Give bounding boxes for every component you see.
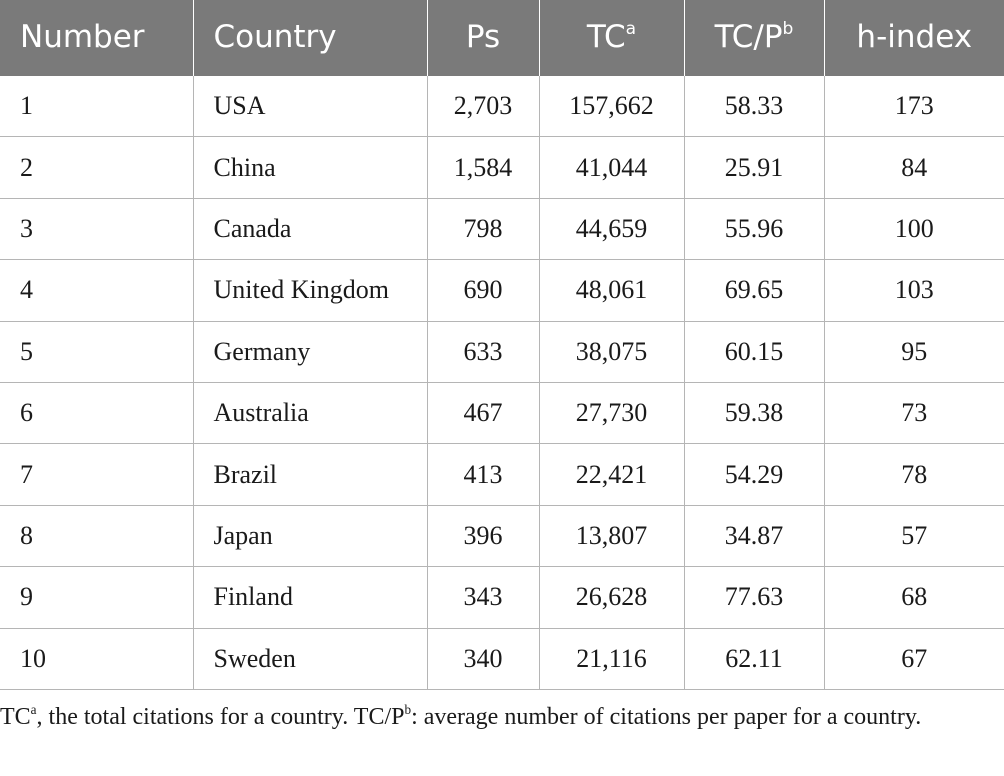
cell-ps: 690 (426, 259, 539, 322)
cell-h-index: 173 (823, 76, 1004, 137)
header-tcp-superscript: b (782, 19, 794, 40)
cell-country: Japan (192, 504, 427, 567)
cell-number: 3 (0, 197, 193, 260)
cell-number: 2 (0, 136, 193, 199)
cell-tc-per-p: 69.65 (683, 259, 824, 322)
table-container: Number Country Ps TCa TC/Pb h-index 1 USA… (0, 0, 1004, 735)
cell-tc: 157,662 (538, 76, 684, 137)
cell-country: Australia (192, 381, 427, 444)
cell-country: Sweden (192, 627, 427, 690)
cell-h-index: 100 (823, 197, 1004, 260)
cell-h-index: 57 (823, 504, 1004, 567)
table-row: 8 Japan 396 13,807 34.87 57 (0, 504, 1004, 567)
cell-tc: 48,061 (538, 259, 684, 322)
cell-ps: 413 (426, 443, 539, 506)
cell-tc: 41,044 (538, 136, 684, 199)
cell-number: 5 (0, 320, 193, 383)
table-footnote: TCa, the total citations for a country. … (0, 700, 1004, 735)
cell-tc-per-p: 60.15 (683, 320, 824, 383)
cell-tc-per-p: 25.91 (683, 136, 824, 199)
cell-tc: 38,075 (538, 320, 684, 383)
cell-tc-per-p: 54.29 (683, 443, 824, 506)
cell-ps: 2,703 (426, 76, 539, 137)
table-row: 7 Brazil 413 22,421 54.29 78 (0, 443, 1004, 506)
footnote-a-superscript: a (30, 702, 37, 718)
cell-number: 1 (20, 91, 33, 121)
cell-country: USA (192, 76, 427, 137)
table-row: 3 Canada 798 44,659 55.96 100 (0, 197, 1004, 260)
cell-ps: 396 (426, 504, 539, 567)
cell-tc: 21,116 (538, 627, 684, 690)
footnote-b-text: : average number of citations per paper … (411, 703, 922, 730)
cell-country: Canada (192, 197, 427, 260)
cell-tc-per-p: 62.11 (683, 627, 824, 690)
header-row: Number Country Ps TCa TC/Pb h-index (0, 0, 1004, 76)
cell-tc-per-p: 59.38 (683, 381, 824, 444)
header-number: Number (0, 0, 193, 76)
cell-h-index: 68 (823, 566, 1004, 629)
table-row: 1 USA 2,703 157,662 58.33 173 (0, 76, 1004, 137)
cell-tc: 26,628 (538, 566, 684, 629)
table-row: 5 Germany 633 38,075 60.15 95 (0, 320, 1004, 383)
header-tc-superscript: a (625, 19, 637, 40)
table-row: 10 Sweden 340 21,116 62.11 67 (0, 627, 1004, 690)
cell-tc: 44,659 (538, 197, 684, 260)
cell-country: United Kingdom (192, 259, 427, 322)
cell-h-index: 103 (823, 259, 1004, 322)
cell-tc: 22,421 (538, 443, 684, 506)
cell-country: Germany (192, 320, 427, 383)
table-row: 6 Australia 467 27,730 59.38 73 (0, 381, 1004, 444)
header-tcp-label: TC/P (714, 19, 783, 55)
cell-h-index: 95 (823, 320, 1004, 383)
cell-h-index: 73 (823, 381, 1004, 444)
header-tc-per-p: TC/Pb (683, 0, 824, 76)
cell-ps: 633 (426, 320, 539, 383)
cell-h-index: 67 (823, 627, 1004, 690)
cell-tc-per-p: 34.87 (683, 504, 824, 567)
table-row: 2 China 1,584 41,044 25.91 84 (0, 136, 1004, 199)
footnote-b-superscript: b (404, 702, 412, 718)
country-citations-table: Number Country Ps TCa TC/Pb h-index 1 USA… (0, 0, 1004, 690)
cell-number: 6 (0, 381, 193, 444)
cell-country: Brazil (192, 443, 427, 506)
cell-tc: 27,730 (538, 381, 684, 444)
table-row: 4 United Kingdom 690 48,061 69.65 103 (0, 259, 1004, 322)
table-header: Number Country Ps TCa TC/Pb h-index (0, 0, 1004, 76)
cell-h-index: 78 (823, 443, 1004, 506)
cell-h-index: 84 (823, 136, 1004, 199)
cell-number: 10 (0, 627, 193, 690)
footnote-a-text: , the total citations for a country. (36, 703, 354, 730)
cell-ps: 343 (426, 566, 539, 629)
cell-ps: 340 (426, 627, 539, 690)
cell-number: 4 (0, 259, 193, 322)
footnote-a-term: TC (0, 703, 31, 730)
table-row: 9 Finland 343 26,628 77.63 68 (0, 566, 1004, 629)
cell-number: 7 (0, 443, 193, 506)
header-country: Country (192, 0, 427, 76)
header-h-index: h-index (823, 0, 1004, 76)
header-tc: TCa (538, 0, 684, 76)
header-ps: Ps (426, 0, 539, 76)
table-body: 1 USA 2,703 157,662 58.33 173 2 China 1,584 41,04… (0, 76, 1004, 690)
header-tc-label: TC (586, 19, 626, 55)
cell-country: Finland (192, 566, 427, 629)
cell-number: 8 (0, 504, 193, 567)
footnote-b-term: TC/P (353, 703, 405, 730)
cell-country: China (192, 136, 427, 199)
cell-tc-per-p: 58.33 (683, 76, 824, 137)
cell-number: 9 (0, 566, 193, 629)
cell-ps: 467 (426, 381, 539, 444)
cell-ps: 1,584 (426, 136, 539, 199)
cell-tc-per-p: 55.96 (683, 197, 824, 260)
cell-tc-per-p: 77.63 (683, 566, 824, 629)
cell-ps: 798 (426, 197, 539, 260)
cell-tc: 13,807 (538, 504, 684, 567)
